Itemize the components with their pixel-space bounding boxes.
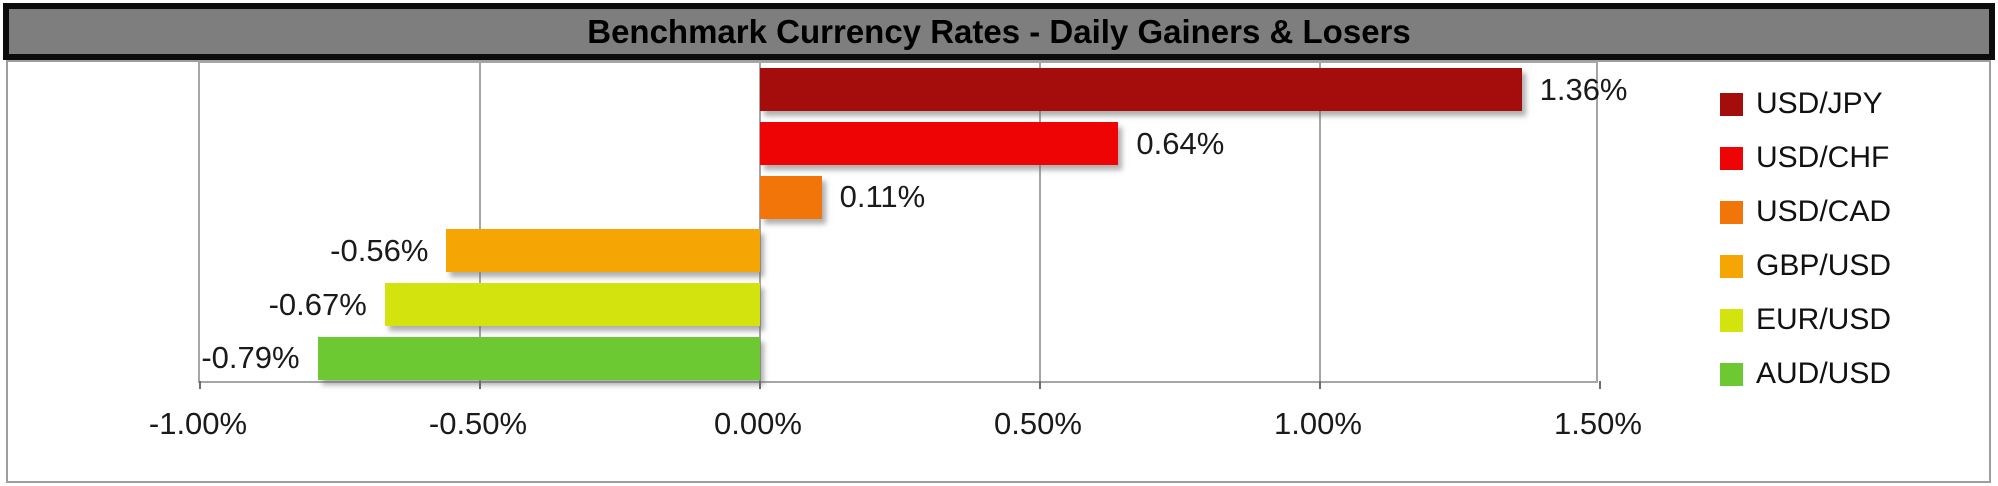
- bar-value-label-aud-usd: -0.79%: [201, 340, 300, 376]
- legend-item-gbp-usd: GBP/USD: [1720, 249, 1892, 282]
- bar-value-label-gbp-usd: -0.56%: [330, 232, 429, 268]
- axis-tick: [479, 381, 481, 389]
- legend-item-eur-usd: EUR/USD: [1720, 303, 1892, 336]
- x-axis-label: 0.00%: [714, 406, 802, 441]
- legend-swatch-usd-chf: [1720, 146, 1743, 170]
- axis-tick: [1039, 381, 1041, 389]
- gridline: [479, 63, 481, 381]
- bar-gbp-usd: [446, 229, 760, 273]
- axis-tick: [1599, 381, 1601, 389]
- bar-value-label-usd-cad: 0.11%: [839, 179, 926, 215]
- legend-label-usd-cad: USD/CAD: [1756, 195, 1892, 228]
- legend-label-gbp-usd: GBP/USD: [1756, 249, 1892, 282]
- axis-tick: [759, 381, 761, 389]
- axis-tick: [199, 381, 201, 389]
- legend-item-usd-jpy: USD/JPY: [1720, 87, 1891, 120]
- chart-title: Benchmark Currency Rates - Daily Gainers…: [587, 12, 1411, 50]
- legend-swatch-gbp-usd: [1720, 254, 1743, 278]
- gridline: [1039, 63, 1041, 381]
- bar-aud-usd: [317, 336, 760, 380]
- chart-title-bar: Benchmark Currency Rates - Daily Gainers…: [3, 3, 1995, 60]
- gridline: [1319, 63, 1321, 381]
- legend-label-usd-chf: USD/CHF: [1756, 141, 1890, 174]
- legend-item-usd-chf: USD/CHF: [1720, 141, 1891, 174]
- axis-tick: [1319, 381, 1321, 389]
- legend-swatch-usd-jpy: [1720, 92, 1743, 116]
- legend: USD/JPY USD/CHF USD/CAD GBP/USD EUR/USD AUD/U…: [1720, 87, 1892, 390]
- plot-area: 1.36% 0.64% 0.11% -0.56% -0.67% -0.79%: [198, 61, 1628, 389]
- bar-value-label-usd-jpy: 1.36%: [1539, 71, 1628, 107]
- legend-item-aud-usd: AUD/USD: [1720, 357, 1892, 390]
- legend-label-aud-usd: AUD/USD: [1756, 357, 1892, 390]
- bar-eur-usd: [384, 283, 760, 326]
- legend-item-usd-cad: USD/CAD: [1720, 195, 1892, 228]
- x-axis-label: -1.00%: [148, 406, 248, 441]
- legend-swatch-eur-usd: [1720, 308, 1743, 332]
- x-axis-label: 0.50%: [994, 406, 1082, 441]
- bar-value-label-usd-chf: 0.64%: [1136, 125, 1225, 161]
- x-axis-label: -0.50%: [428, 406, 528, 441]
- gridline: [759, 63, 761, 381]
- x-axis-label: 1.00%: [1274, 406, 1362, 441]
- legend-swatch-aud-usd: [1720, 362, 1743, 386]
- x-axis: -1.00% -0.50% 0.00% 0.50% 1.00% 1.50%: [0, 406, 1998, 446]
- x-axis-label: 1.50%: [1554, 406, 1642, 441]
- bar-usd-jpy: [760, 68, 1522, 112]
- legend-label-usd-jpy: USD/JPY: [1756, 87, 1883, 120]
- legend-swatch-usd-cad: [1720, 200, 1743, 224]
- bar-usd-cad: [760, 175, 822, 219]
- bar-usd-chf: [760, 122, 1119, 165]
- bar-value-label-eur-usd: -0.67%: [268, 286, 367, 322]
- legend-label-eur-usd: EUR/USD: [1756, 303, 1892, 336]
